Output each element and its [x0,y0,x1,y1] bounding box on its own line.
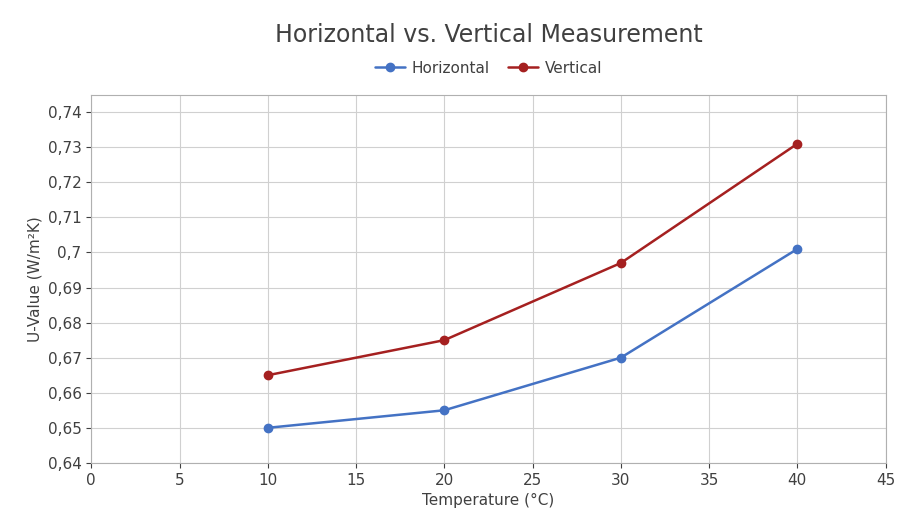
X-axis label: Temperature (°C): Temperature (°C) [423,493,554,508]
Vertical [615,260,626,266]
Vertical [792,140,803,147]
Horizontal [439,407,450,413]
Horizontal [615,355,626,361]
Horizontal [792,246,803,252]
Line: Horizontal: Horizontal [264,245,802,432]
Vertical [262,372,273,378]
Legend: Horizontal, Vertical: Horizontal, Vertical [369,55,608,82]
Title: Horizontal vs. Vertical Measurement: Horizontal vs. Vertical Measurement [275,23,702,47]
Vertical [439,337,450,343]
Y-axis label: U-Value (W/m²K): U-Value (W/m²K) [27,216,42,342]
Line: Vertical: Vertical [264,139,802,379]
Horizontal [262,424,273,431]
